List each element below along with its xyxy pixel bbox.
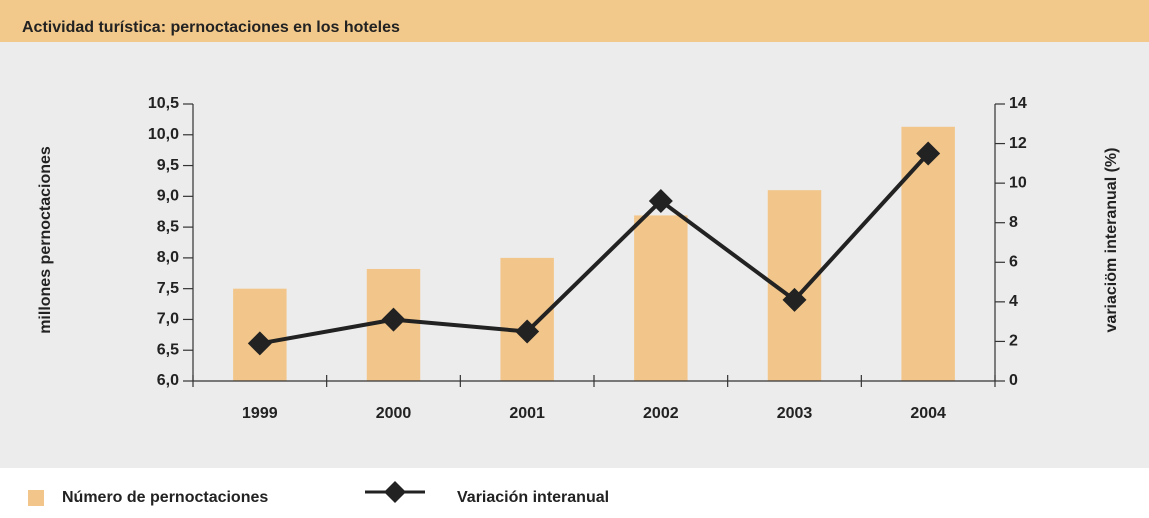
x-tick-label: 2003	[777, 405, 813, 422]
y-tick-label: 6,0	[157, 372, 179, 389]
x-tick-label: 2001	[509, 405, 545, 422]
header-bar	[0, 0, 1149, 42]
y-tick-label: 8,0	[157, 249, 179, 266]
x-tick-label: 2002	[643, 405, 679, 422]
x-tick-label: 2000	[376, 405, 412, 422]
line-marker	[648, 188, 673, 213]
line-marker	[782, 287, 807, 312]
y-tick-label: 9,5	[157, 157, 179, 174]
y2-tick-label: 8	[1009, 214, 1018, 231]
plot-panel	[0, 42, 1149, 468]
legend-marker	[384, 481, 406, 503]
x-tick-label: 2004	[910, 405, 946, 422]
legend-label: Número de pernoctaciones	[62, 489, 268, 506]
bar	[634, 215, 688, 381]
y-tick-label: 10,0	[148, 126, 179, 143]
line-marker	[916, 141, 941, 166]
y2-tick-label: 0	[1009, 372, 1018, 389]
y2-axis-label: variaciöm interanual (%)	[1103, 148, 1120, 333]
y2-tick-label: 6	[1009, 254, 1018, 271]
y-tick-label: 7,0	[157, 311, 179, 328]
y2-tick-label: 10	[1009, 174, 1027, 191]
bar	[901, 126, 955, 381]
y-tick-label: 8,5	[157, 218, 179, 235]
y2-tick-label: 14	[1009, 95, 1027, 112]
y-tick-label: 10,5	[148, 95, 179, 112]
legend-label: Variación interanual	[457, 489, 609, 506]
y-tick-label: 6,5	[157, 341, 179, 358]
line-marker	[381, 307, 406, 332]
y2-tick-label: 2	[1009, 333, 1018, 350]
y-tick-label: 7,5	[157, 280, 179, 297]
y-tick-label: 9,0	[157, 188, 179, 205]
y2-tick-label: 12	[1009, 135, 1027, 152]
x-tick-label: 1999	[242, 405, 278, 422]
line-marker	[247, 331, 272, 356]
y-axis-label: millones pernoctaciones	[37, 146, 54, 334]
chart-title: Actividad turística: pernoctaciones en l…	[22, 19, 400, 36]
line	[259, 152, 930, 346]
legend-swatch	[28, 490, 44, 506]
bar	[500, 257, 554, 381]
line-marker	[515, 319, 540, 344]
y2-tick-label: 4	[1009, 293, 1018, 310]
